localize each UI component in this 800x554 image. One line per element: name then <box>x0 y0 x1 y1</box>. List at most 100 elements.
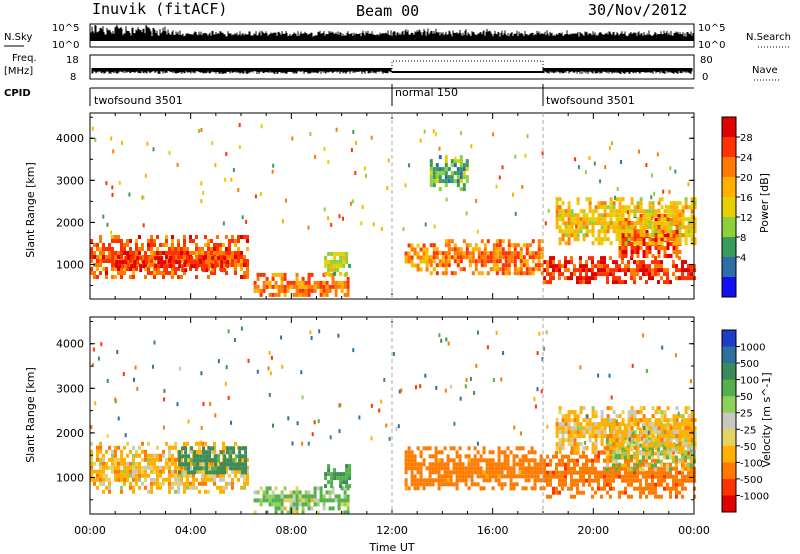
heatmap-cell <box>153 481 156 486</box>
heatmap-cell <box>186 485 189 490</box>
heatmap-cell <box>627 410 631 415</box>
heatmap-cell <box>160 264 164 269</box>
heatmap-cell <box>123 481 126 486</box>
heatmap-cell <box>234 255 237 259</box>
heatmap-cell <box>639 490 642 495</box>
heatmap-cell <box>594 422 598 427</box>
heatmap-cell <box>413 263 417 268</box>
heatmap-cell <box>635 459 639 464</box>
heatmap-cell <box>336 263 340 268</box>
heatmap-cell <box>654 234 658 238</box>
heatmap-cell <box>340 502 344 507</box>
heatmap-cell <box>196 454 200 459</box>
heatmap-cell <box>669 280 672 285</box>
heatmap-cell <box>271 292 275 297</box>
heatmap-cell <box>246 271 249 275</box>
heatmap-cell <box>467 458 471 463</box>
heatmap-cell <box>435 263 439 268</box>
heatmap-cell <box>606 478 609 483</box>
heatmap-cell <box>681 438 685 443</box>
heatmap-cell <box>343 494 347 499</box>
heatmap-cell <box>564 470 567 475</box>
heatmap-cell <box>648 474 651 479</box>
heatmap-cell <box>177 239 180 243</box>
heatmap-cell <box>573 470 576 475</box>
heatmap-cell <box>217 256 221 261</box>
heatmap-cell <box>624 205 628 210</box>
heatmap-cell <box>211 264 215 269</box>
heatmap-cell <box>345 255 349 260</box>
heatmap-cell <box>612 418 616 423</box>
heatmap-cell <box>564 260 567 265</box>
heatmap-cell <box>495 271 499 276</box>
heatmap-cell <box>477 251 481 256</box>
heatmap-cell <box>633 280 636 285</box>
heatmap-cell <box>216 247 219 251</box>
heatmap-cell <box>267 366 270 371</box>
heatmap-cell <box>241 462 245 467</box>
heatmap-cell <box>690 237 694 242</box>
heatmap-cell <box>307 506 311 511</box>
heatmap-cell <box>621 209 625 214</box>
heatmap-cell <box>600 268 603 273</box>
heatmap-cell <box>591 276 594 281</box>
heatmap-cell <box>407 446 411 451</box>
heatmap-cell <box>429 175 433 180</box>
heatmap-cell <box>470 474 474 479</box>
heatmap-cell <box>274 486 278 491</box>
heatmap-cell <box>141 449 144 454</box>
heatmap-cell <box>544 221 547 226</box>
heatmap-cell <box>138 465 141 470</box>
heatmap-cell <box>675 490 678 495</box>
heatmap-cell <box>639 450 643 455</box>
heatmap-cell <box>546 268 549 273</box>
heatmap-cell <box>286 494 290 499</box>
heatmap-cell <box>672 217 676 222</box>
heatmap-cell <box>410 263 414 268</box>
heatmap-cell <box>462 175 466 180</box>
heatmap-cell <box>102 255 105 259</box>
heatmap-cell <box>614 195 616 200</box>
heatmap-cell <box>654 418 658 423</box>
heatmap-cell <box>407 243 411 248</box>
heatmap-cell <box>244 466 248 471</box>
heatmap-cell <box>639 225 643 230</box>
heatmap-cell <box>597 478 600 483</box>
heatmap-cell <box>558 264 561 269</box>
heatmap-cell <box>180 259 183 263</box>
heatmap-cell <box>624 268 627 273</box>
heatmap-cell <box>99 449 102 454</box>
heatmap-cell <box>524 466 528 471</box>
heatmap-cell <box>319 280 323 285</box>
heatmap-cell <box>492 247 496 252</box>
heatmap-cell <box>428 482 432 487</box>
heatmap-cell <box>413 486 417 491</box>
heatmap-cell <box>177 477 180 482</box>
heatmap-cell <box>246 481 249 486</box>
heatmap-cell <box>135 247 138 251</box>
heatmap-cell <box>686 443 690 448</box>
heatmap-cell <box>370 135 373 140</box>
heatmap-cell <box>645 268 648 273</box>
heatmap-cell <box>259 192 262 196</box>
heatmap-cell <box>681 260 684 265</box>
heatmap-cell <box>675 213 679 218</box>
heatmap-cell <box>132 453 135 458</box>
heatmap-cell <box>576 426 580 431</box>
heatmap-cell <box>674 169 677 174</box>
heatmap-cell <box>102 469 105 474</box>
heatmap-cell <box>681 442 685 447</box>
heatmap-cell <box>452 462 456 467</box>
heatmap-cell <box>609 482 612 487</box>
heatmap-cell <box>524 153 527 158</box>
heatmap-cell <box>184 458 188 463</box>
heatmap-cell <box>645 163 648 168</box>
heatmap-cell <box>465 175 469 180</box>
heatmap-cell <box>507 239 511 244</box>
heatmap-cell <box>684 241 688 246</box>
heatmap-cell <box>609 256 612 261</box>
heatmap-cell <box>639 197 643 202</box>
heatmap-cell <box>422 462 426 467</box>
heatmap-cell <box>486 251 490 256</box>
heatmap-cell <box>657 208 660 213</box>
